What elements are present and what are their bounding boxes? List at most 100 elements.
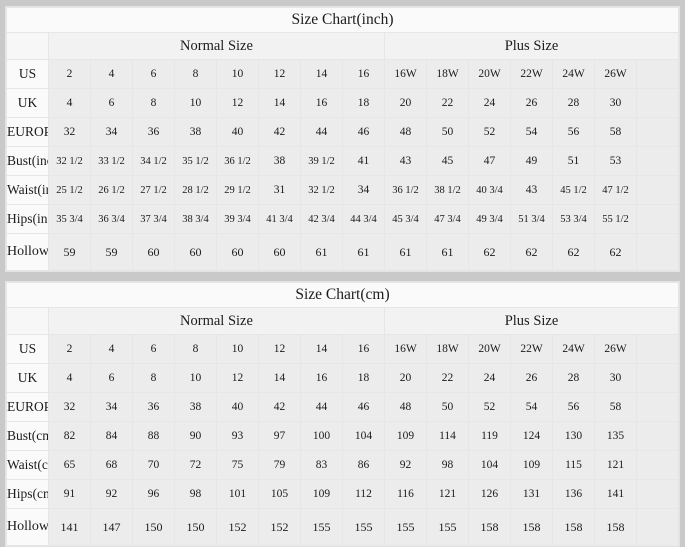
- data-cell: 16: [342, 59, 385, 89]
- data-cell: 41: [342, 146, 385, 176]
- data-cell-empty: [636, 88, 679, 118]
- data-cell: 98: [426, 450, 469, 480]
- data-cell: 46: [342, 392, 385, 422]
- data-cell: 16: [342, 334, 385, 364]
- data-cell: 155: [384, 508, 427, 546]
- data-cell: 92: [384, 450, 427, 480]
- data-cell-empty: [636, 421, 679, 451]
- data-cell: 36: [132, 392, 175, 422]
- data-cell: 25 1/2: [48, 175, 91, 205]
- data-cell: 10: [216, 59, 259, 89]
- data-cell: 20W: [468, 59, 511, 89]
- data-cell: 26: [510, 88, 553, 118]
- data-cell-empty: [636, 392, 679, 422]
- data-cell: 37 3/4: [132, 204, 175, 234]
- data-cell: 141: [48, 508, 91, 546]
- data-cell: 34: [342, 175, 385, 205]
- data-cell: 62: [552, 233, 595, 271]
- data-cell: 147: [90, 508, 133, 546]
- data-cell: 38: [258, 146, 301, 176]
- data-cell: 90: [174, 421, 217, 451]
- data-cell: 36 1/2: [216, 146, 259, 176]
- data-cell: 51: [552, 146, 595, 176]
- data-cell: 60: [258, 233, 301, 271]
- data-cell: 28 1/2: [174, 175, 217, 205]
- data-cell: 59: [48, 233, 91, 271]
- data-cell: 83: [300, 450, 343, 480]
- data-cell: 10: [174, 88, 217, 118]
- data-cell: 155: [342, 508, 385, 546]
- data-cell: 43: [510, 175, 553, 205]
- row-label: Hips(cm): [6, 479, 49, 509]
- size-chart-inch-wrapper: Size Chart(inch) Normal Size Plus Size US 2 4…: [5, 6, 680, 272]
- data-cell: 50: [426, 392, 469, 422]
- data-cell: 150: [132, 508, 175, 546]
- data-cell: 34 1/2: [132, 146, 175, 176]
- data-cell: 40 3/4: [468, 175, 511, 205]
- data-cell: 61: [384, 233, 427, 271]
- data-cell: 150: [174, 508, 217, 546]
- data-cell: 131: [510, 479, 553, 509]
- data-cell: 24W: [552, 334, 595, 364]
- data-cell: 155: [426, 508, 469, 546]
- group-header-row: Normal Size Plus Size: [6, 307, 679, 335]
- data-cell: 30: [594, 363, 637, 393]
- data-cell: 28: [552, 88, 595, 118]
- data-cell: 44: [300, 117, 343, 147]
- table-row: UK 4 6 8 10 12 14 16 18 20 22 24 26 28 30: [6, 363, 679, 393]
- data-cell: 6: [90, 363, 133, 393]
- data-cell: 98: [174, 479, 217, 509]
- data-cell: 52: [468, 117, 511, 147]
- data-cell: 4: [90, 59, 133, 89]
- data-cell: 10: [216, 334, 259, 364]
- data-cell: 41 3/4: [258, 204, 301, 234]
- data-cell: 54: [510, 117, 553, 147]
- data-cell-empty: [636, 233, 679, 271]
- group-header-plus-size: Plus Size: [384, 307, 679, 335]
- data-cell: 30: [594, 88, 637, 118]
- data-cell: 24: [468, 363, 511, 393]
- size-chart-cm: Size Chart(cm) Normal Size Plus Size US 2 4 6 8…: [5, 281, 680, 547]
- data-cell: 38: [174, 392, 217, 422]
- data-cell: 20: [384, 88, 427, 118]
- data-cell: 86: [342, 450, 385, 480]
- table-row: US 2 4 6 8 10 12 14 16 16W 18W 20W 22W 24W 26W: [6, 59, 679, 89]
- data-cell: 24: [468, 88, 511, 118]
- data-cell: 56: [552, 117, 595, 147]
- data-cell: 51 3/4: [510, 204, 553, 234]
- group-header-plus-size: Plus Size: [384, 32, 679, 60]
- data-cell: 158: [594, 508, 637, 546]
- data-cell: 75: [216, 450, 259, 480]
- data-cell: 42 3/4: [300, 204, 343, 234]
- data-cell: 26 1/2: [90, 175, 133, 205]
- row-label: Waist(cm): [6, 450, 49, 480]
- data-cell: 49: [510, 146, 553, 176]
- row-label: EUROPE: [6, 392, 49, 422]
- size-table-inch: Size Chart(inch) Normal Size Plus Size US 2 4…: [6, 7, 679, 271]
- data-cell: 12: [258, 59, 301, 89]
- data-cell: 18: [342, 88, 385, 118]
- data-cell: 60: [174, 233, 217, 271]
- data-cell: 16: [300, 88, 343, 118]
- data-cell: 82: [48, 421, 91, 451]
- data-cell: 42: [258, 117, 301, 147]
- chart-title-row: Size Chart(cm): [6, 282, 679, 308]
- data-cell: 36 1/2: [384, 175, 427, 205]
- table-row: Hollow to Floor(inch)5959606060606161616…: [6, 233, 679, 271]
- table-row: US 2 4 6 8 10 12 14 16 16W 18W 20W 22W 24W 26W: [6, 334, 679, 364]
- data-cell: 27 1/2: [132, 175, 175, 205]
- group-header-row: Normal Size Plus Size: [6, 32, 679, 60]
- data-cell: 20: [384, 363, 427, 393]
- row-label: Bust(inch): [6, 146, 49, 176]
- data-cell: 158: [468, 508, 511, 546]
- data-cell: 34: [90, 117, 133, 147]
- table-row: Hips(cm)91929698101105109112116121126131…: [6, 479, 679, 509]
- data-cell: 26W: [594, 334, 637, 364]
- data-cell: 48: [384, 117, 427, 147]
- data-cell: 114: [426, 421, 469, 451]
- data-cell: 121: [426, 479, 469, 509]
- data-cell: 4: [90, 334, 133, 364]
- data-cell: 152: [258, 508, 301, 546]
- data-cell: 72: [174, 450, 217, 480]
- data-cell: 45 3/4: [384, 204, 427, 234]
